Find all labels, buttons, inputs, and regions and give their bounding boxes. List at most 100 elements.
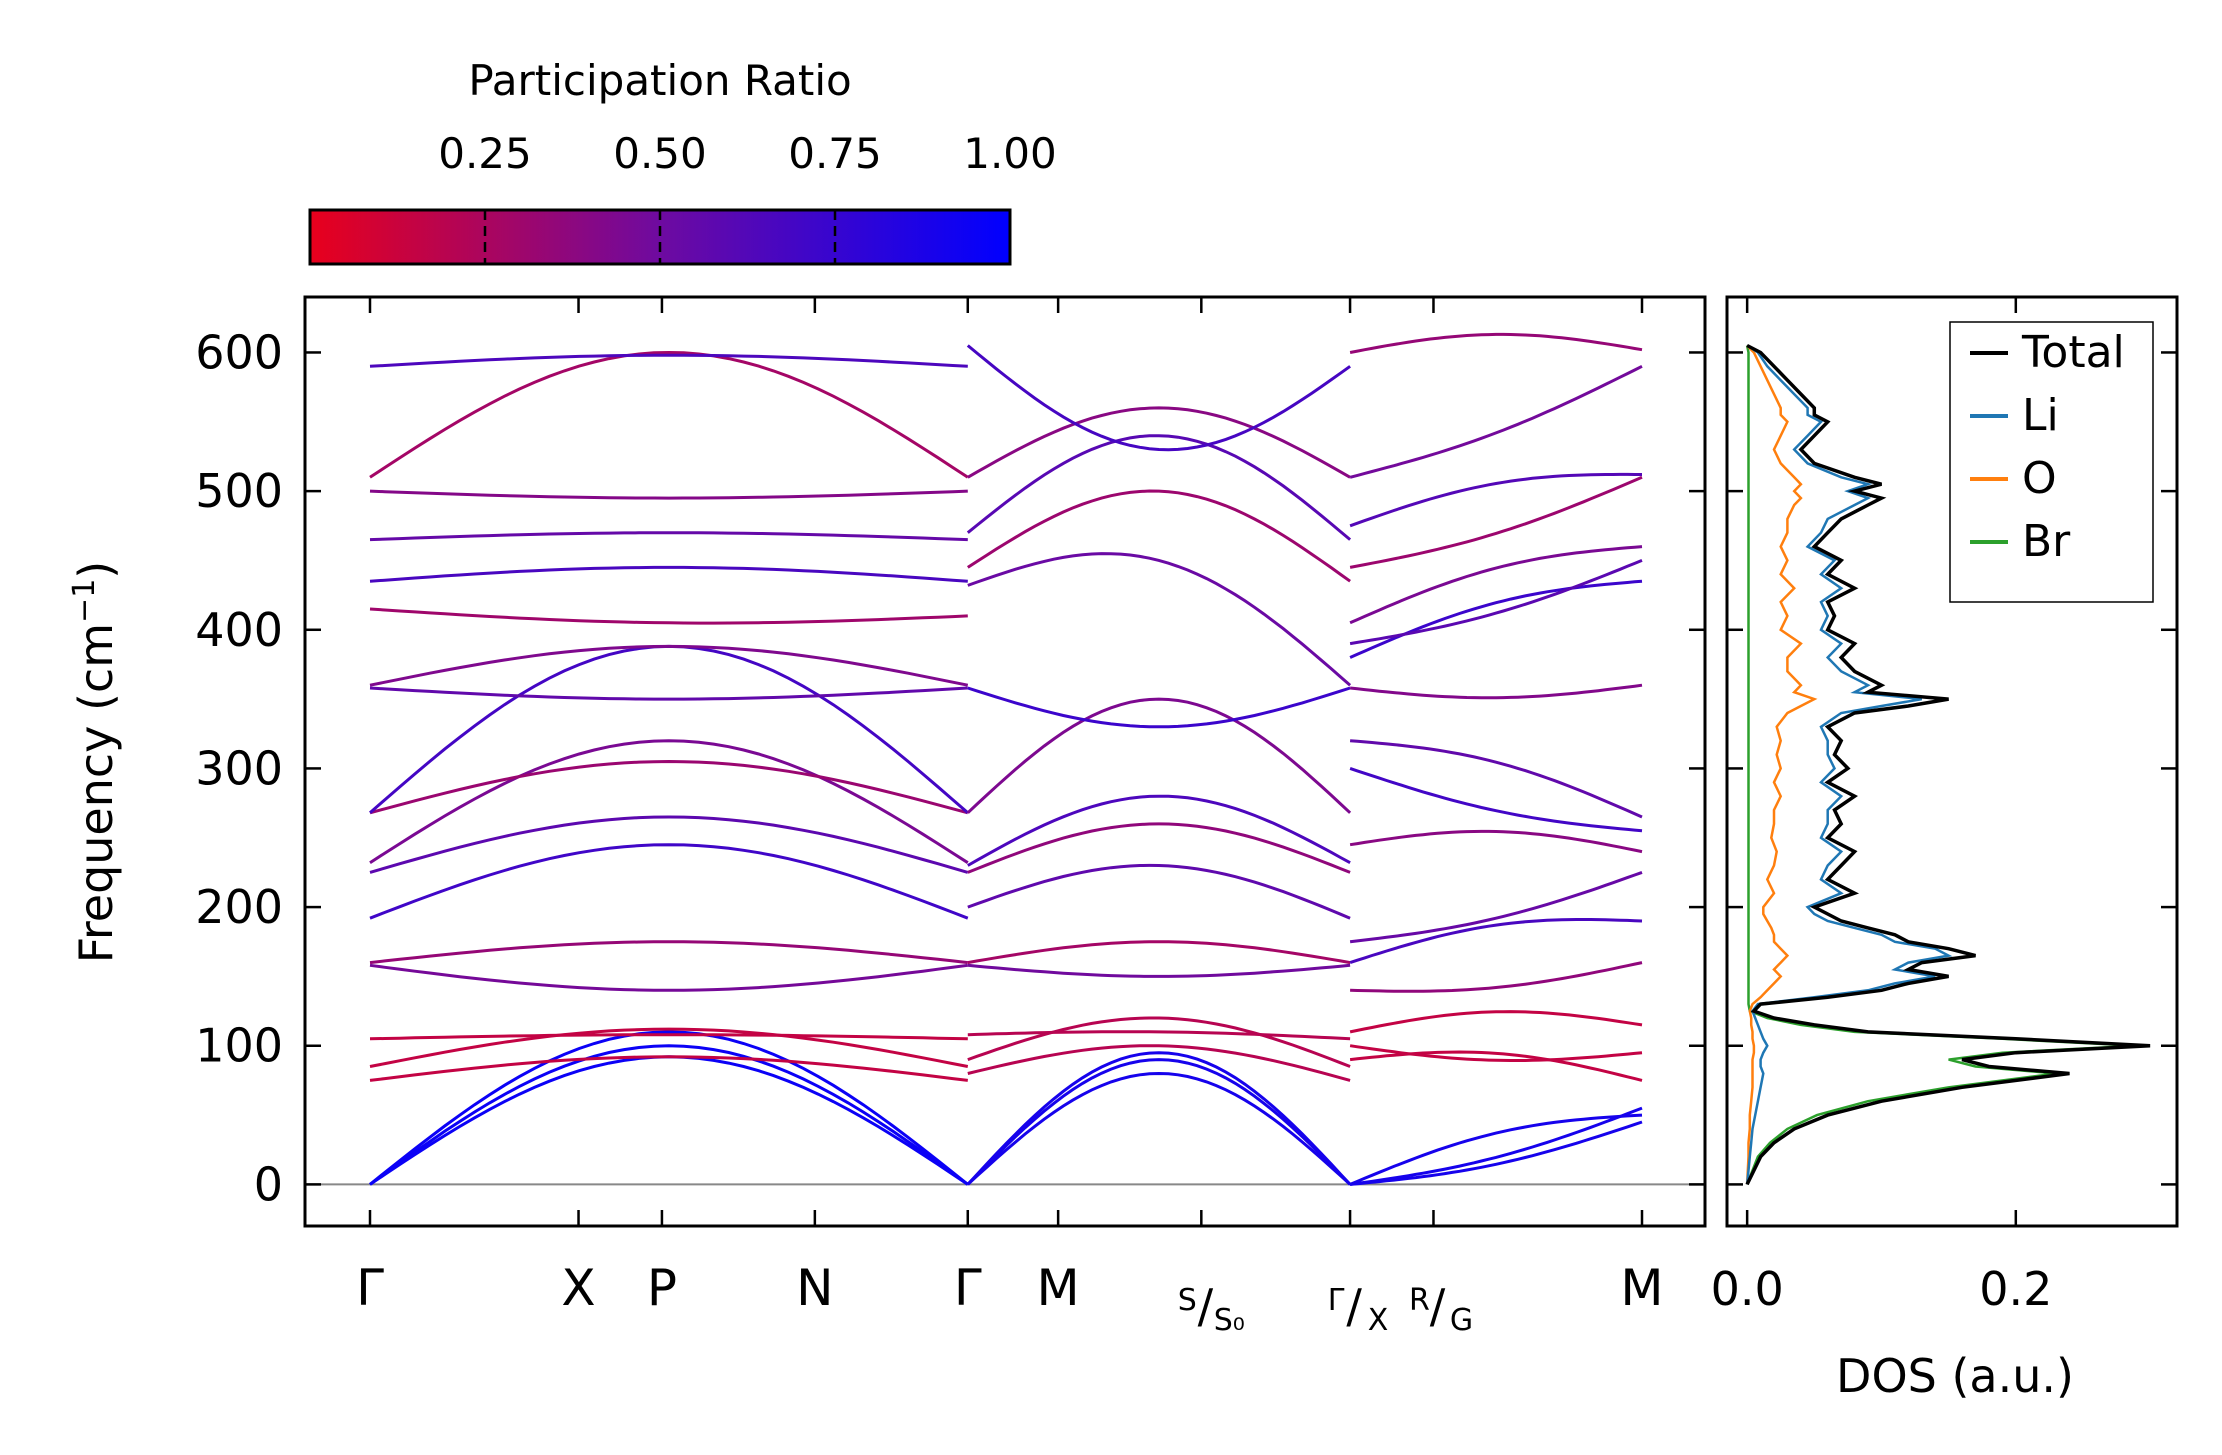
phonon-band (369, 739, 969, 864)
phonon-band (1349, 559, 1643, 646)
phonon-band (967, 1030, 1351, 1041)
phonon-band (1349, 472, 1642, 528)
phonon-band (1349, 1106, 1643, 1186)
frequency-tick-label: 500 (195, 464, 283, 518)
k-point-label: R (1409, 1283, 1430, 1318)
frequency-axis-label: Frequency (cm−1) (67, 561, 123, 964)
phonon-band (369, 940, 968, 965)
phonon-band (369, 843, 969, 920)
k-point-label-slash: / (1198, 1279, 1214, 1333)
phonon-band (1350, 961, 1643, 993)
phonon-band (369, 350, 969, 479)
k-point-label: Γ (1328, 1283, 1345, 1318)
phonon-band (967, 863, 1351, 920)
colorbar-title: Participation Ratio (468, 56, 851, 105)
phonon-band (369, 565, 968, 583)
k-point-label: X (561, 1259, 595, 1317)
phonon-band (1349, 332, 1643, 354)
phonon-band (1349, 545, 1643, 625)
phonon-band (369, 489, 968, 500)
frequency-tick-label: 200 (195, 880, 283, 934)
phonon-band (369, 607, 968, 625)
legend-label-li: Li (2022, 390, 2059, 441)
phonon-band (967, 1044, 1351, 1082)
dos-legend: Total Li O Br (1949, 321, 2154, 603)
dos-axis: 0.0 0.2 (1711, 297, 2052, 1316)
colorbar: Participation Ratio 0.25 0.50 0.75 1.00 (308, 56, 1057, 266)
k-point-label: S (1178, 1283, 1197, 1318)
dos-series-li (1745, 344, 1953, 1185)
dos-axis-label: DOS (a.u.) (1836, 1349, 2074, 1403)
k-point-label: M (1037, 1259, 1080, 1317)
frequency-tick-label: 0 (254, 1157, 283, 1211)
dos-panel: 0.0 0.2 DOS (a.u.) Total Li O Br (1711, 295, 2179, 1403)
dos-series-total (1745, 343, 2151, 1186)
phonon-band (966, 1058, 1352, 1186)
phonon-band (967, 940, 1351, 965)
colorbar-tick-label: 0.75 (788, 129, 882, 178)
phonon-band (369, 644, 969, 687)
dos-x-tick-label: 0.2 (1979, 1262, 2052, 1316)
phonon-band (1349, 364, 1643, 479)
phonon-band (966, 1071, 1352, 1186)
main-axes-frame (303, 295, 1707, 1228)
phonon-band (1349, 475, 1643, 569)
k-path-axis: Γ X P N Γ M S / S₀Γ / XR / GM (356, 297, 1664, 1338)
colorbar-tick-label: 0.25 (438, 129, 532, 178)
k-point-label: M (1620, 1259, 1663, 1317)
legend-label-total: Total (2021, 327, 2125, 378)
phonon-band (1349, 1010, 1643, 1034)
legend-box (1949, 321, 2154, 603)
dos-x-tick-label: 0.0 (1711, 1262, 1784, 1316)
phonon-band (1349, 1113, 1643, 1186)
phonon-band (1349, 766, 1643, 833)
phonon-band (966, 344, 1351, 452)
phonon-band (369, 815, 969, 874)
k-point-label: Γ (954, 1259, 982, 1317)
legend-label-br: Br (2022, 516, 2071, 567)
frequency-tick-label: 400 (195, 603, 283, 657)
phonon-bands (305, 332, 1705, 1186)
phonon-band (369, 531, 968, 542)
dos-curves (1745, 343, 2151, 1186)
phonon-band (966, 434, 1352, 541)
phonon-band (369, 1055, 968, 1082)
phonon-band (967, 822, 1351, 874)
phonon-band (1349, 739, 1643, 819)
k-point-label-slash: / (1346, 1279, 1362, 1333)
phonon-band (369, 759, 969, 815)
k-point-label: P (647, 1259, 677, 1317)
phonon-band (369, 1033, 968, 1041)
dos-axes-frame (1725, 295, 2179, 1228)
frequency-tick-label: 100 (195, 1019, 283, 1073)
k-point-label: N (796, 1259, 833, 1317)
frequency-tick-label: 600 (195, 325, 283, 379)
k-point-label-sub: X (1368, 1303, 1389, 1338)
phonon-band (369, 353, 968, 368)
phonon-band (1349, 870, 1643, 944)
colorbar-tick-label: 1.00 (963, 129, 1057, 178)
phonon-band (967, 406, 1351, 479)
frequency-tick-label: 300 (195, 741, 283, 795)
phonon-band (967, 794, 1351, 867)
phonon-band (369, 644, 969, 814)
phonon-band (1349, 829, 1643, 854)
phonon-band (1349, 683, 1643, 700)
phonon-band (369, 686, 968, 701)
phonon-band (1349, 1120, 1643, 1186)
phonon-band (1349, 918, 1643, 965)
phonon-band (966, 697, 1352, 814)
phonon-band (967, 963, 1351, 978)
phonon-band (966, 489, 1351, 583)
phonon-band (967, 1016, 1351, 1068)
phonon-band (967, 552, 1352, 687)
phonon-band (369, 1044, 969, 1186)
phonon-band (369, 963, 968, 992)
phonon-band (369, 1030, 969, 1186)
k-point-label-sub: S₀ (1214, 1303, 1245, 1338)
dos-series-o (1745, 344, 1818, 1185)
phonon-band (1349, 579, 1643, 659)
phonon-band (1349, 1044, 1643, 1062)
